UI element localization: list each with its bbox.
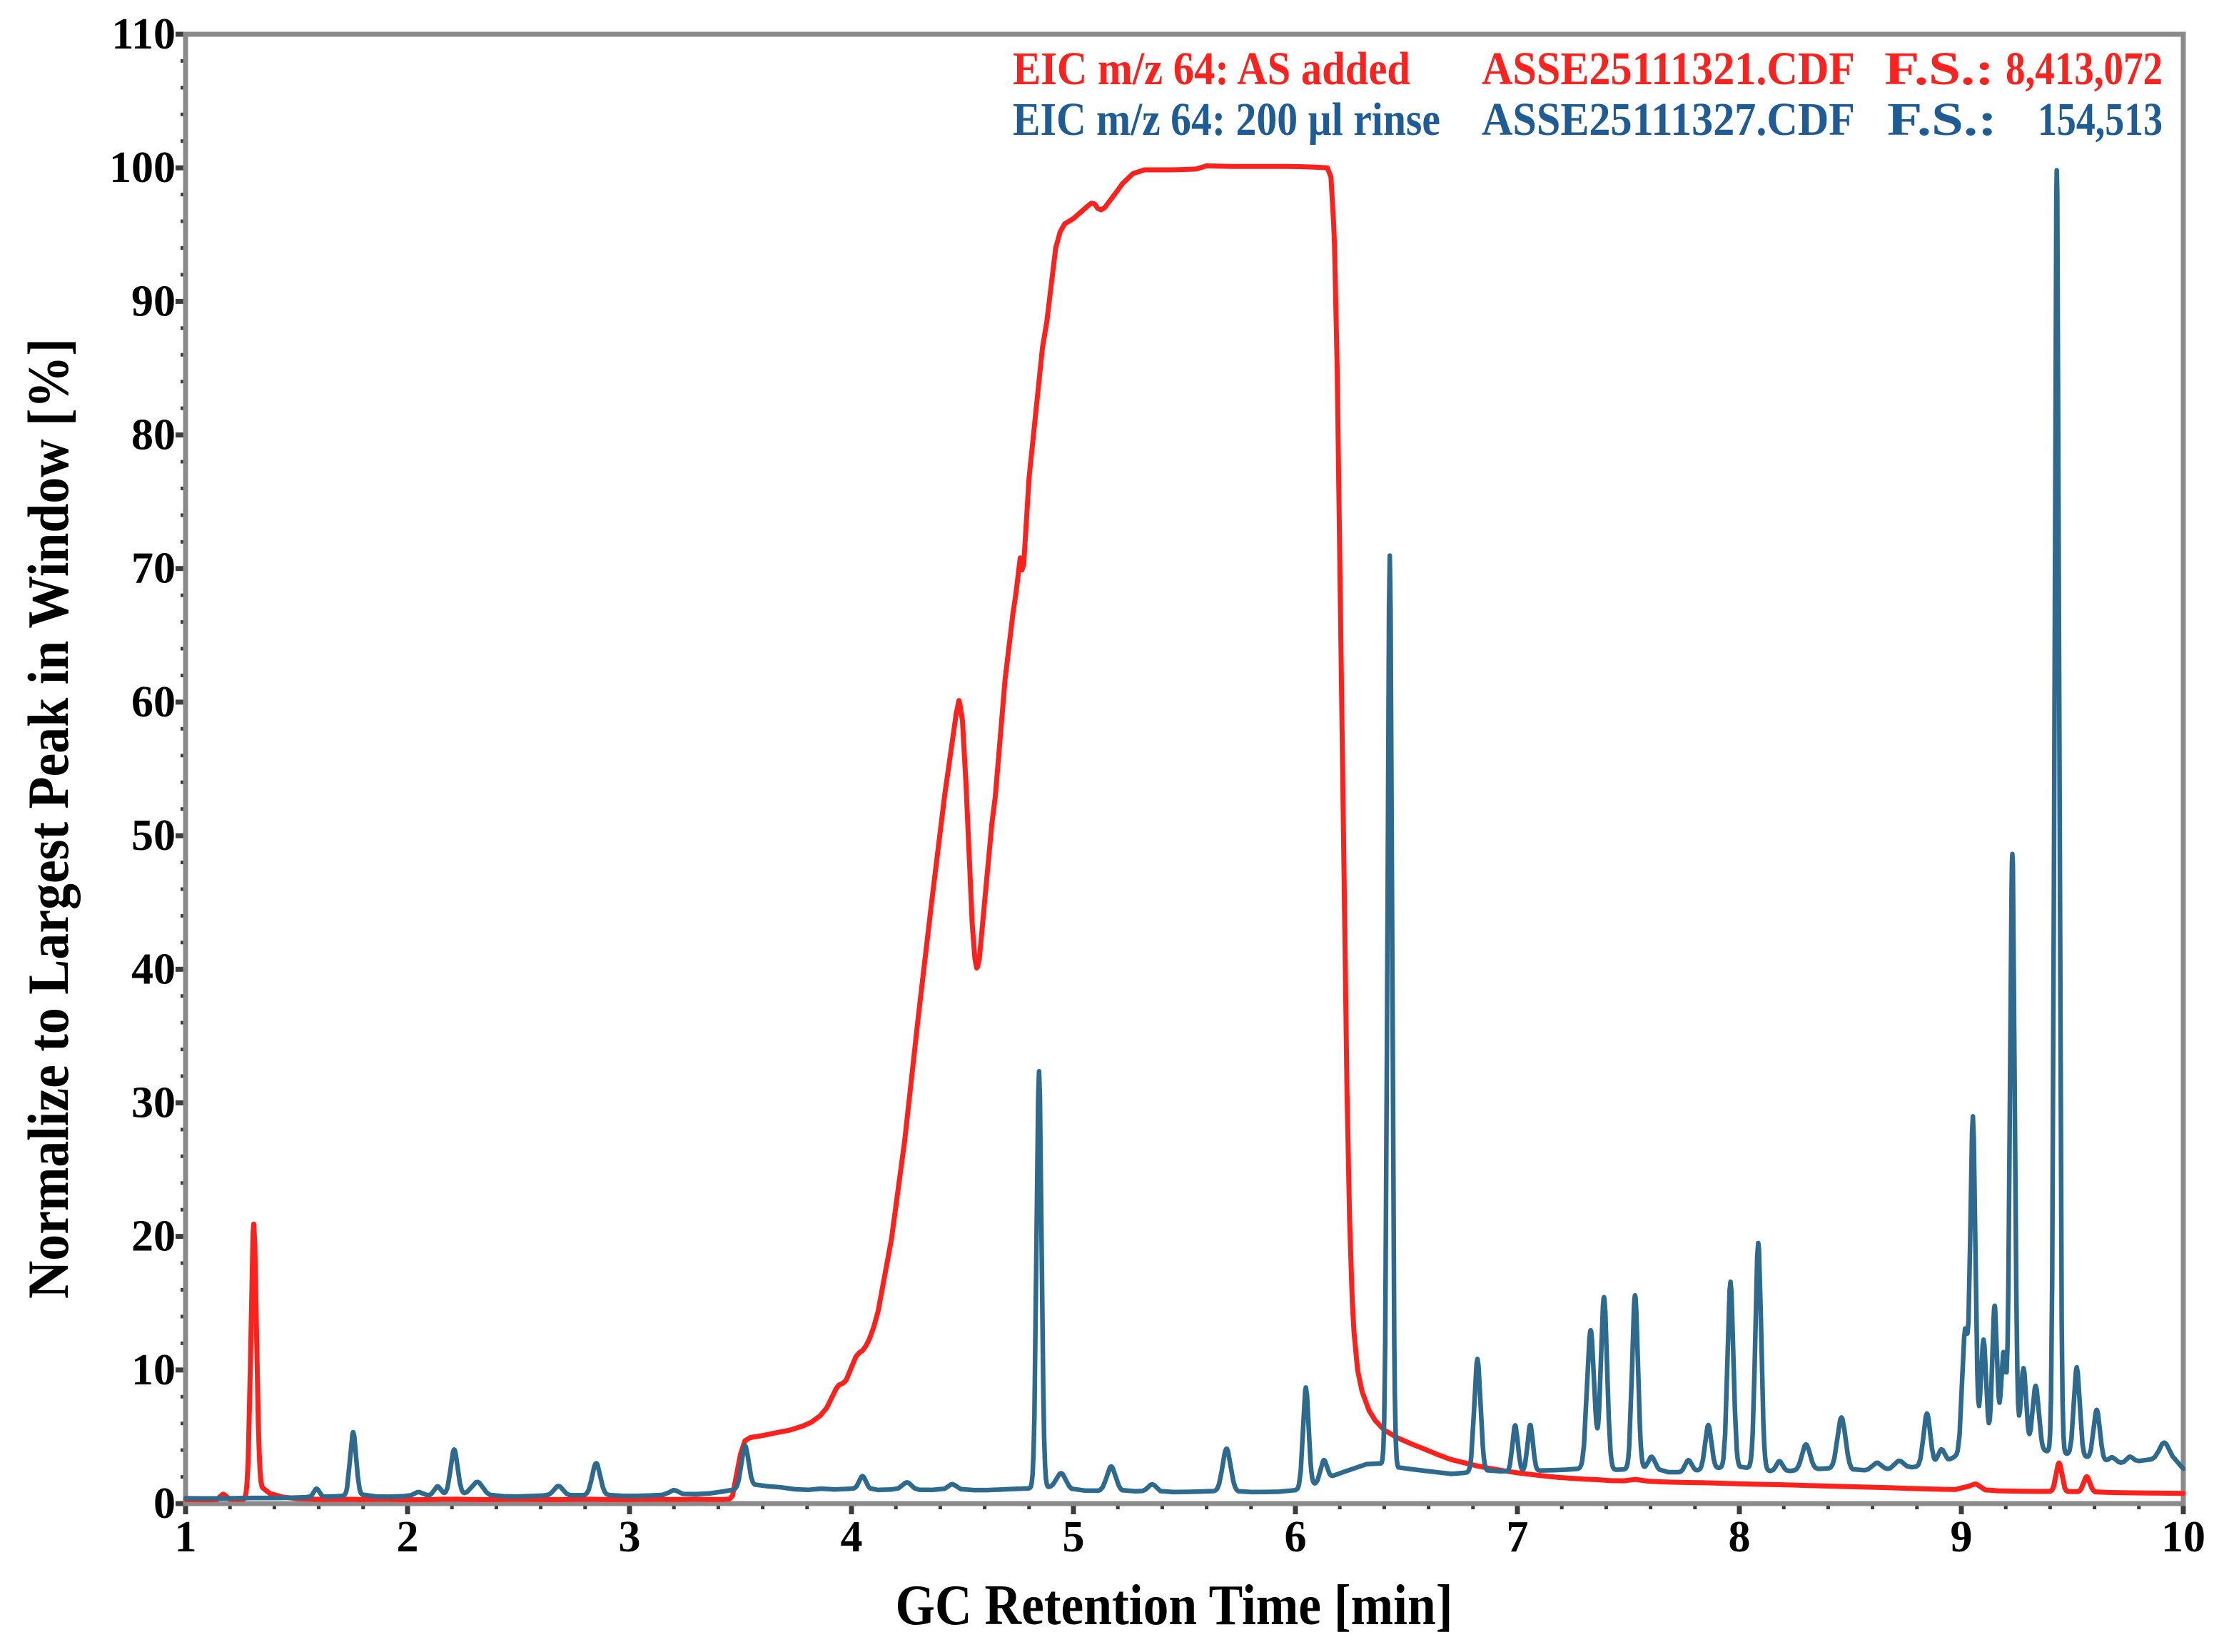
svg-text:100: 100 [109, 143, 176, 192]
svg-text:1: 1 [175, 1513, 197, 1561]
svg-text:110: 110 [111, 10, 176, 59]
svg-text:F.S.:: F.S.: [1887, 93, 1997, 146]
svg-text:90: 90 [131, 277, 176, 325]
svg-text:20: 20 [131, 1212, 176, 1261]
svg-text:10: 10 [131, 1346, 176, 1394]
svg-text:EIC m/z 64: AS added: EIC m/z 64: AS added [1013, 43, 1410, 95]
svg-text:0: 0 [153, 1479, 176, 1528]
svg-text:6: 6 [1285, 1513, 1307, 1561]
svg-text:GC Retention Time [min]: GC Retention Time [min] [896, 1574, 1453, 1637]
svg-text:40: 40 [131, 945, 176, 993]
svg-text:EIC m/z 64: 200 µl rinse: EIC m/z 64: 200 µl rinse [1013, 93, 1440, 146]
svg-text:30: 30 [131, 1079, 176, 1127]
svg-text:ASSE25111327.CDF: ASSE25111327.CDF [1482, 93, 1855, 146]
svg-text:8: 8 [1729, 1513, 1751, 1561]
svg-text:5: 5 [1063, 1513, 1085, 1561]
svg-text:7: 7 [1507, 1513, 1529, 1561]
svg-text:3: 3 [619, 1513, 641, 1561]
svg-text:F.S.:: F.S.: [1884, 43, 1994, 95]
svg-text:9: 9 [1951, 1513, 1973, 1561]
svg-text:Normalize to Largest Peak in W: Normalize to Largest Peak in Window [%] [16, 338, 81, 1299]
svg-text:80: 80 [131, 411, 176, 460]
svg-text:70: 70 [131, 544, 176, 593]
svg-text:4: 4 [841, 1513, 863, 1561]
svg-text:10: 10 [2161, 1513, 2205, 1561]
svg-text:154,513: 154,513 [2038, 93, 2163, 146]
svg-text:8,413,072: 8,413,072 [2006, 43, 2163, 95]
svg-text:60: 60 [131, 678, 176, 726]
svg-text:50: 50 [131, 811, 176, 860]
svg-text:ASSE25111321.CDF: ASSE25111321.CDF [1482, 43, 1855, 95]
svg-text:2: 2 [397, 1513, 419, 1561]
